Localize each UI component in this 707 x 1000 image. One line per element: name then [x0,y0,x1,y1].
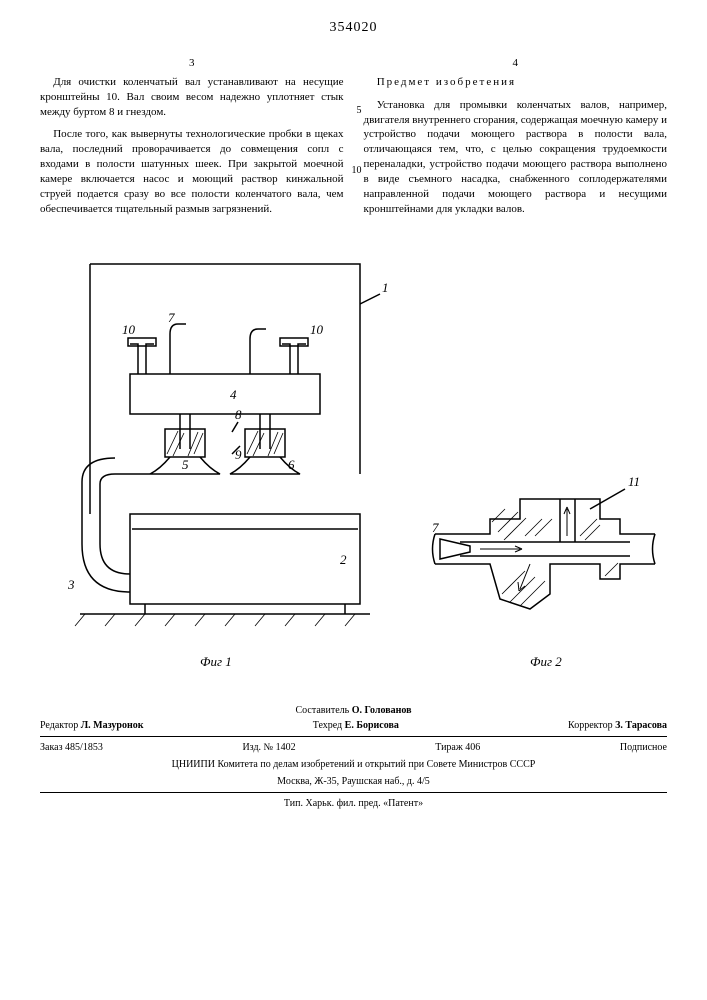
fig2-label-11: 11 [628,474,640,489]
text-columns: 3 Для очистки коленчатый вал устанавлива… [40,56,667,224]
left-col-number: 3 [40,56,344,71]
footer-block: Составитель О. Голованов Редактор Л. Маз… [40,704,667,810]
right-col-number: 4 [364,56,668,71]
right-paragraph: Установка для промывки коленчатых валов,… [364,98,668,217]
footer-rule-2 [40,792,667,793]
subject-of-invention-title: Предмет изобретения [364,75,668,90]
fig1-label-7: 7 [168,310,175,325]
fig1-label-9: 9 [235,447,242,462]
footer-rule-1 [40,736,667,737]
typography-line: Тип. Харьк. фил. пред. «Патент» [40,797,667,810]
figure-1: 1 2 3 4 5 6 7 8 9 10 10 [60,254,400,654]
fig1-label-10-right: 10 [310,322,324,337]
right-column: 5 10 4 Предмет изобретения Установка для… [364,56,668,224]
fig1-label-6: 6 [288,457,295,472]
fig1-label-5: 5 [182,457,189,472]
fig2-caption: Фиг 2 [530,654,562,670]
org-line: ЦНИИПИ Комитета по делам изобретений и о… [40,758,667,771]
line-mark-10: 10 [350,164,362,178]
fig1-label-8: 8 [235,407,242,422]
left-column: 3 Для очистки коленчатый вал устанавлива… [40,56,344,224]
credits-line: Редактор Л. Мазуронок Техред Е. Борисова… [40,719,667,732]
compiler: Составитель О. Голованов [295,704,411,717]
print-info-line: Заказ 485/1853 Изд. № 1402 Тираж 406 Под… [40,741,667,754]
fig1-label-2: 2 [340,552,347,567]
left-paragraph-1: Для очистки коленчатый вал устанавливают… [40,75,344,120]
fig2-label-7: 7 [432,520,439,535]
fig1-label-4: 4 [230,387,237,402]
left-paragraph-2: После того, как вывернуты технологически… [40,127,344,216]
line-mark-5: 5 [350,104,362,118]
patent-number: 354020 [40,20,667,36]
fig1-label-10-left: 10 [122,322,136,337]
figures-area: 1 2 3 4 5 6 7 8 9 10 10 [40,254,667,684]
fig1-label-3: 3 [67,577,75,592]
figure-2: 7 11 [430,464,660,644]
address-line: Москва, Ж-35, Раушская наб., д. 4/5 [40,775,667,788]
fig1-label-1: 1 [382,280,389,295]
page-root: 354020 3 Для очистки коленчатый вал уста… [0,0,707,1000]
fig1-caption: Фиг 1 [200,654,232,670]
